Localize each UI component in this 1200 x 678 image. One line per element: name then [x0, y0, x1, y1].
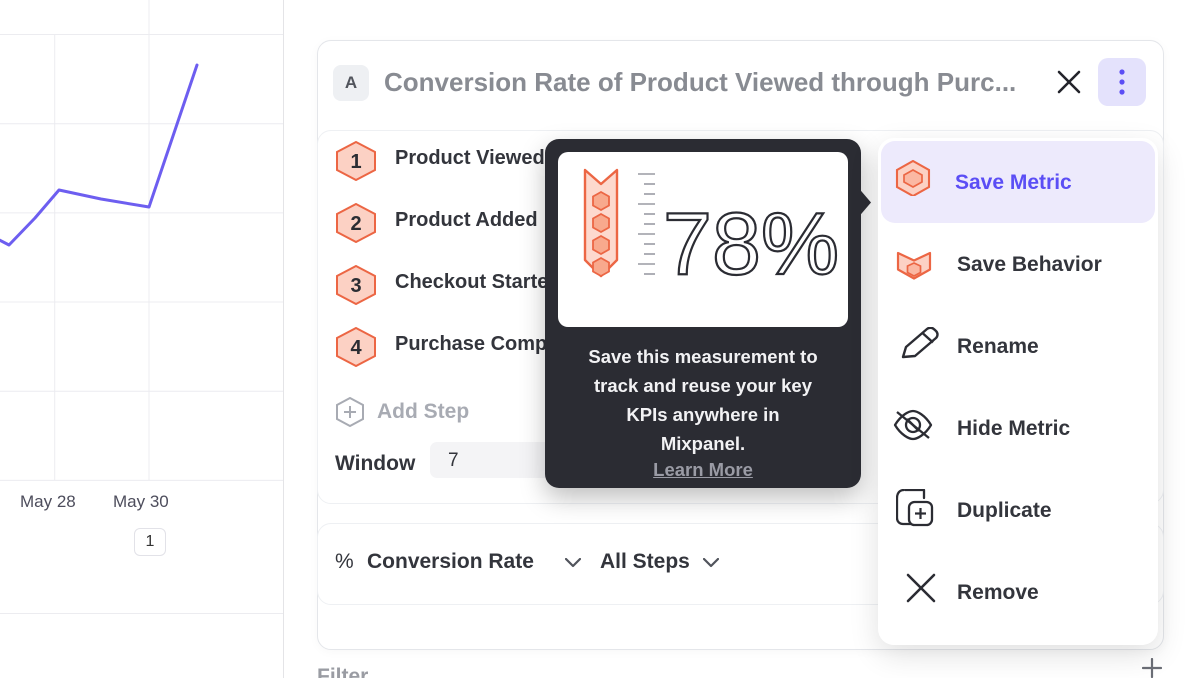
svg-text:2: 2 [350, 213, 361, 235]
svg-text:4: 4 [350, 337, 362, 359]
svg-text:78%: 78% [663, 194, 839, 293]
svg-text:1: 1 [350, 151, 361, 173]
svg-text:3: 3 [350, 275, 361, 297]
